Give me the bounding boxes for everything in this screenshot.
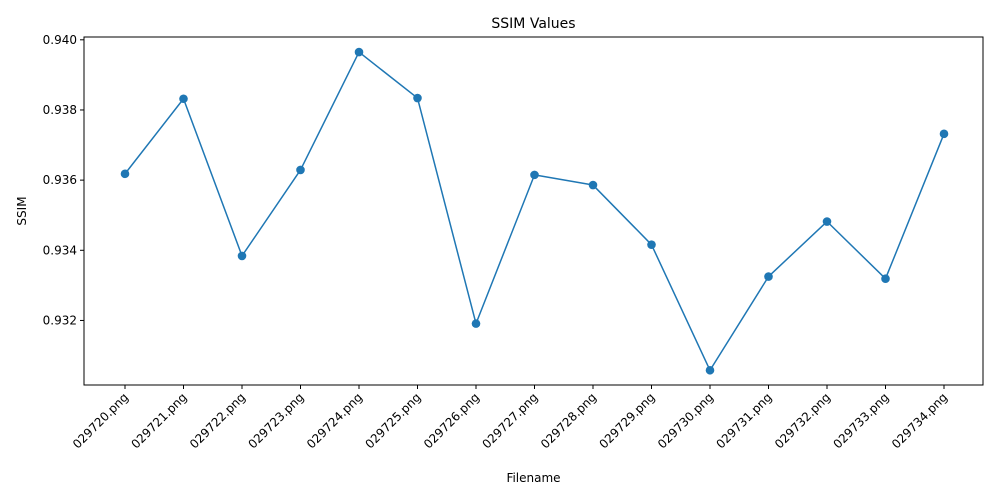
data-point xyxy=(881,274,890,284)
x-tick-label: 029730.png xyxy=(655,390,716,451)
x-tick-label: 029721.png xyxy=(128,390,189,451)
x-tick-label: 029726.png xyxy=(421,390,482,451)
x-tick-label: 029720.png xyxy=(70,390,131,451)
data-point xyxy=(471,319,481,328)
plot-series xyxy=(120,47,949,375)
x-axis: 029720.png029721.png029722.png029723.png… xyxy=(70,385,950,451)
data-point xyxy=(588,180,598,190)
x-tick-label: 029732.png xyxy=(772,390,833,451)
y-axis: 0.932 0.934 0.936 0.938 0.940 xyxy=(43,33,84,327)
x-tick-label: 029733.png xyxy=(830,390,891,451)
x-tick-label: 029729.png xyxy=(596,390,657,451)
data-point xyxy=(764,272,773,281)
x-tick-label: 029725.png xyxy=(362,390,423,451)
x-tick-label: 029724.png xyxy=(304,390,365,451)
x-tick-label: 029722.png xyxy=(187,390,248,451)
x-tick-label: 029723.png xyxy=(245,390,306,451)
x-axis-title: Filename xyxy=(506,471,560,485)
y-tick-label: 0.938 xyxy=(43,103,77,117)
y-axis-title: SSIM xyxy=(15,196,29,225)
data-point xyxy=(237,251,247,261)
data-point xyxy=(354,47,364,57)
data-point xyxy=(179,94,188,104)
x-tick-label: 029728.png xyxy=(538,390,599,451)
series-line xyxy=(124,51,945,372)
chart-title: SSIM Values xyxy=(491,16,575,32)
data-point xyxy=(530,170,539,180)
y-tick-label: 0.936 xyxy=(43,173,77,187)
x-tick-label: 029734.png xyxy=(889,390,950,451)
x-tick-label: 029731.png xyxy=(713,390,774,451)
y-tick-label: 0.932 xyxy=(43,313,77,327)
x-tick-label: 029727.png xyxy=(479,390,540,451)
data-point xyxy=(647,240,656,249)
data-point xyxy=(705,365,715,375)
y-tick-label: 0.934 xyxy=(43,243,77,257)
data-point xyxy=(939,129,949,139)
data-point xyxy=(413,93,422,103)
data-point xyxy=(296,165,305,175)
data-point xyxy=(822,217,832,226)
data-point xyxy=(120,169,130,179)
y-tick-label: 0.940 xyxy=(43,33,77,47)
plot-frame xyxy=(83,36,984,386)
